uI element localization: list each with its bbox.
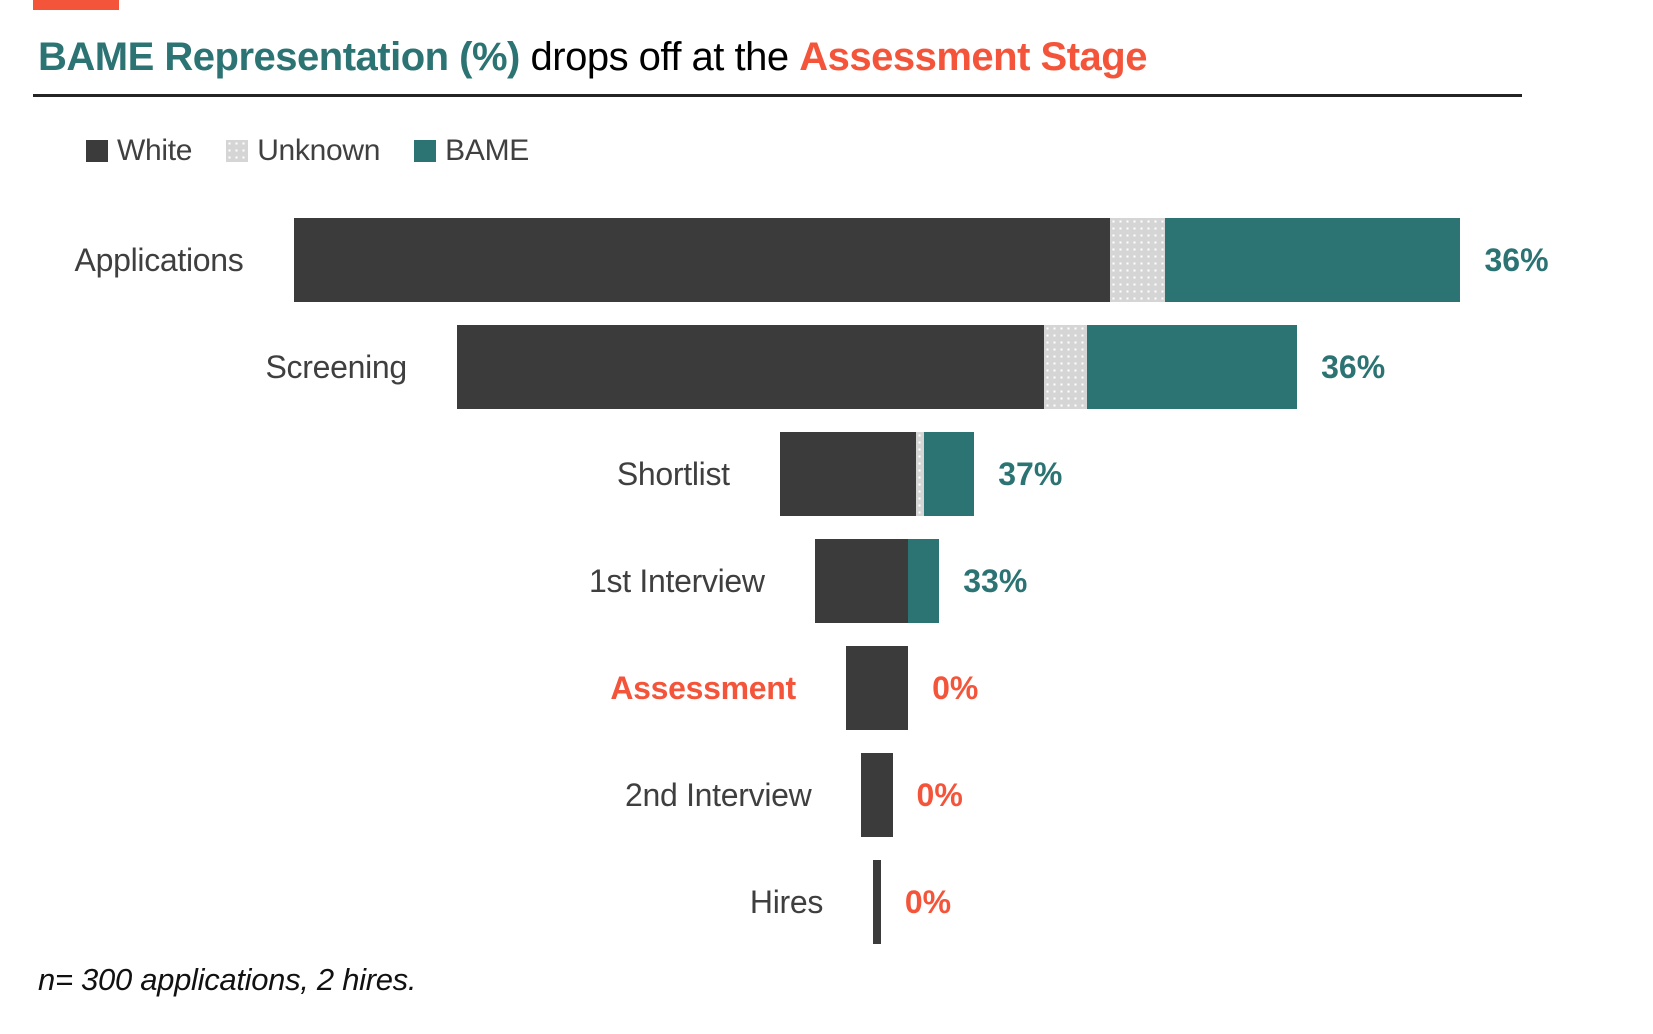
stage-label: Hires: [749, 884, 824, 920]
title-middle-part: drops off at the: [519, 35, 800, 79]
title-divider: [33, 94, 1522, 97]
title-highlight-part: Assessment Stage: [799, 35, 1147, 79]
page-title: BAME Representation (%) drops off at the…: [38, 34, 1147, 80]
value-label: 0%: [932, 670, 979, 706]
stage-label: Shortlist: [616, 456, 730, 492]
stage-label: Screening: [265, 349, 407, 385]
value-label: 0%: [916, 777, 963, 813]
chart-row: Screening 36%: [0, 325, 1653, 409]
value-label: 0%: [904, 884, 952, 920]
bar-segment-white: [814, 539, 909, 623]
legend-item-unknown: Unknown: [226, 134, 380, 168]
bar-segment-bame: [1087, 325, 1298, 409]
chart-row: Applications 36%: [0, 218, 1653, 302]
chart-row: 2nd Interview 0%: [0, 753, 1653, 837]
bar-segment-unknown: [1044, 325, 1088, 409]
chart-row: Assessment 0%: [0, 646, 1653, 730]
legend-item-white: White: [86, 134, 192, 168]
bar-segment-white: [293, 218, 1111, 302]
bar-segment-bame: [908, 539, 940, 623]
chart-row: Hires 0%: [0, 860, 1653, 944]
legend-label: White: [117, 134, 193, 167]
bar-segment-white: [861, 753, 893, 837]
legend: White Unknown BAME: [86, 134, 529, 168]
stage-label: Assessment: [610, 670, 796, 706]
unknown-swatch-icon: [226, 140, 249, 162]
stage-label: 1st Interview: [589, 563, 765, 599]
white-swatch-icon: [86, 140, 108, 162]
bar-segment-white: [779, 432, 916, 516]
stacked-bar: [861, 753, 893, 837]
legend-label: BAME: [445, 134, 529, 167]
chart-row: Shortlist 37%: [0, 432, 1653, 516]
value-label: 37%: [998, 456, 1063, 492]
value-label: 36%: [1484, 242, 1549, 278]
stacked-bar: [873, 860, 881, 944]
title-bame-part: BAME Representation (%): [38, 35, 520, 79]
stage-label: 2nd Interview: [625, 777, 812, 813]
bar-segment-bame: [1164, 218, 1461, 302]
bar-segment-white: [873, 860, 881, 944]
stacked-bar: [814, 539, 940, 623]
value-label: 33%: [963, 563, 1028, 599]
stacked-bar: [293, 218, 1461, 302]
bar-segment-white: [845, 646, 909, 730]
footnote: n= 300 applications, 2 hires.: [38, 962, 417, 997]
stacked-bar: [779, 432, 975, 516]
bar-segment-unknown: [915, 432, 924, 516]
value-label: 36%: [1321, 349, 1386, 385]
legend-label: Unknown: [257, 134, 381, 167]
bar-segment-bame: [923, 432, 975, 516]
chart-row: 1st Interview 33%: [0, 539, 1653, 623]
legend-item-bame: BAME: [414, 134, 529, 168]
accent-bar: [33, 0, 119, 10]
stacked-bar: [456, 325, 1298, 409]
bar-segment-unknown: [1110, 218, 1165, 302]
stage-label: Applications: [74, 242, 244, 278]
bar-segment-white: [456, 325, 1045, 409]
stacked-bar: [845, 646, 909, 730]
bame-swatch-icon: [414, 140, 437, 162]
